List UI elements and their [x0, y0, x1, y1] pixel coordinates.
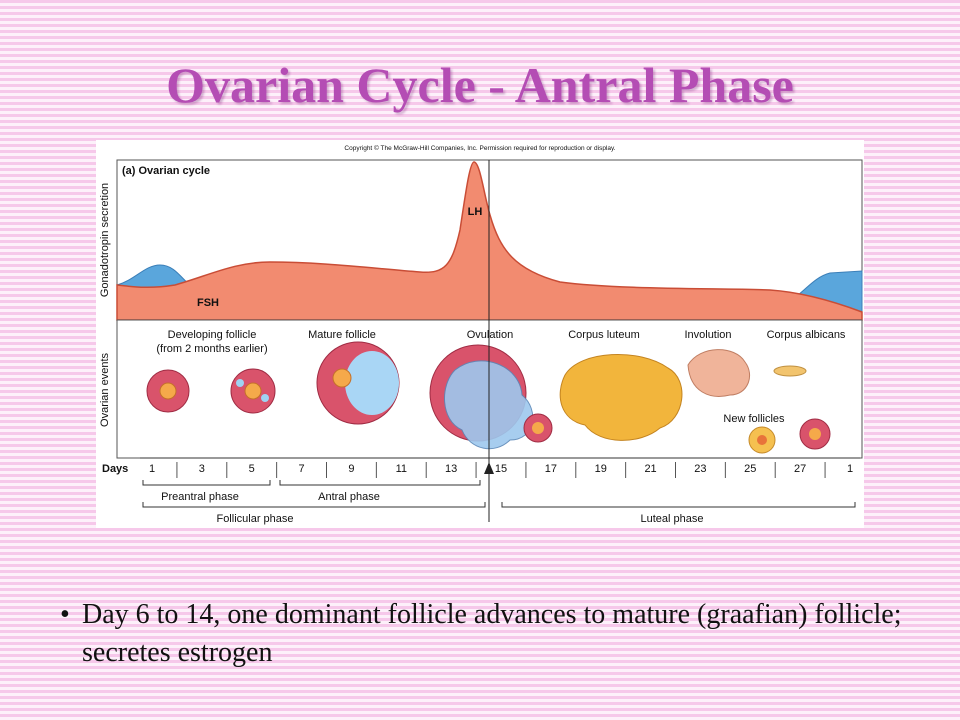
lh-label: LH [468, 206, 483, 218]
event-label: Involution [684, 329, 731, 341]
event-label: Ovulation [467, 329, 513, 341]
day-label: 7 [299, 463, 305, 475]
event-label: Mature follicle [308, 329, 376, 341]
event-label: New follicles [723, 413, 785, 425]
phase-brackets [142, 480, 856, 508]
days-axis: 1 3 5 7 9 11 13 15 17 19 21 23 25 27 1 [140, 457, 860, 478]
day-label: 15 [495, 463, 507, 475]
bullet-text: Day 6 to 14, one dominant follicle advan… [60, 596, 902, 672]
y-label-bottom: Ovarian events [99, 353, 111, 427]
day-label: 19 [595, 463, 607, 475]
y-label-top: Gonadotropin secretion [99, 183, 111, 297]
phase-label: Antral phase [318, 491, 380, 503]
event-label: Corpus albicans [767, 329, 846, 341]
phase-label: Luteal phase [641, 513, 704, 525]
day-label: 11 [396, 463, 407, 475]
day-label: 3 [199, 463, 205, 475]
day-label: 27 [794, 463, 806, 475]
days-label: Days [102, 463, 128, 475]
panel-title: (a) Ovarian cycle [122, 165, 210, 177]
day-label: 9 [348, 463, 354, 475]
event-label: Corpus luteum [568, 329, 640, 341]
day-label: 25 [744, 463, 756, 475]
day-label: 1 [847, 463, 853, 475]
phase-label: Preantral phase [161, 491, 239, 503]
ovarian-cycle-figure: Copyright © The McGraw-Hill Companies, I… [96, 140, 864, 528]
day-label: 5 [249, 463, 255, 475]
copyright: Copyright © The McGraw-Hill Companies, I… [344, 144, 615, 152]
phase-label: Follicular phase [216, 513, 293, 525]
slide-title: Ovarian Cycle - Antral Phase [166, 57, 794, 113]
day-label: 1 [149, 463, 155, 475]
day-label: 17 [545, 463, 557, 475]
day-label: 13 [445, 463, 457, 475]
event-label: Developing follicle [168, 329, 257, 341]
day-label: 23 [694, 463, 706, 475]
ovulation-arrow [484, 462, 494, 474]
day-label: 21 [644, 463, 656, 475]
fsh-label: FSH [197, 297, 219, 309]
event-label: (from 2 months earlier) [156, 343, 267, 355]
